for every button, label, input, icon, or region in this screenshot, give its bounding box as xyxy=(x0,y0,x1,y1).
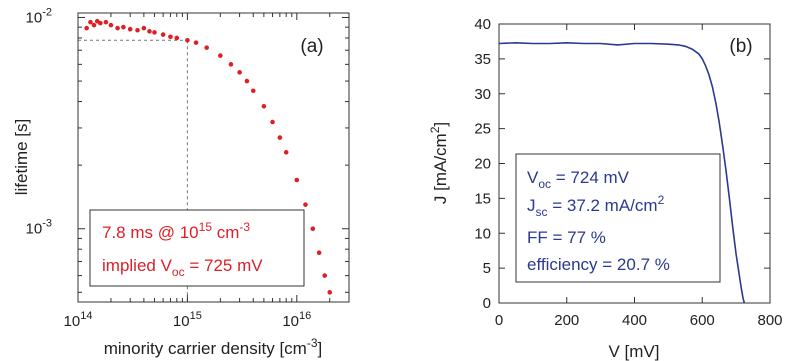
y-tick-label-b: 35 xyxy=(474,51,491,68)
x-axis-label-b: V [mV] xyxy=(608,342,659,361)
data-point-a xyxy=(141,25,147,31)
data-point-a xyxy=(270,119,275,125)
y-tick-exp-a: -3 xyxy=(42,218,52,230)
plot-area-b xyxy=(498,41,746,304)
annotation-box-b: Voc = 724 mV Jsc = 37.2 mA/cm2 FF = 77 %… xyxy=(515,153,721,283)
x-tick-base-a: 10 xyxy=(64,313,81,330)
annotation-b-line4: efficiency = 20.7 % xyxy=(527,255,670,274)
data-point-a xyxy=(160,32,166,37)
x-tick-exp-a: 16 xyxy=(299,310,311,322)
data-point-a xyxy=(174,35,180,41)
y-tick-label-a: 10-2 xyxy=(26,6,52,26)
y-tick-base-a: 10 xyxy=(26,9,43,26)
data-point-a xyxy=(303,202,308,207)
annotation-a-line1: 7.8 ms @ 1015 cm-3 xyxy=(102,220,250,242)
x-tick-base-a: 10 xyxy=(173,313,190,330)
y-tick-label-b: 20 xyxy=(474,156,491,173)
x-tick-label-a: 1016 xyxy=(282,310,311,330)
y-ticks-b: 0 5 10 15 20 25 30 35 40 xyxy=(474,16,770,312)
data-point-a xyxy=(91,22,97,28)
data-point-a xyxy=(135,27,140,33)
x-axis-label-a: minority carrier density [cm-3] xyxy=(104,336,323,358)
data-point-a xyxy=(294,177,300,183)
annotation-box-a: 7.8 ms @ 1015 cm-3 implied Voc = 725 mV xyxy=(89,209,305,287)
data-point-a xyxy=(250,88,256,94)
annotation-a-line2: implied Voc = 725 mV xyxy=(102,256,263,279)
annotation-b-line2: Jsc = 37.2 mA/cm2 xyxy=(527,193,665,219)
x-tick-base-a: 10 xyxy=(282,313,299,330)
data-point-a xyxy=(84,25,89,31)
data-point-a xyxy=(127,26,133,32)
y-tick-label-b: 40 xyxy=(474,16,491,33)
data-point-a xyxy=(103,19,109,25)
x-tick-label-b: 0 xyxy=(495,312,503,329)
x-tick-label-b: 600 xyxy=(690,312,715,329)
x-tick-exp-a: 14 xyxy=(80,310,92,322)
x-tick-label-b: 800 xyxy=(757,312,782,329)
y-axis-label-b: J [mA/cm2] xyxy=(428,122,450,204)
data-point-a xyxy=(228,62,234,67)
panel-label-a: (a) xyxy=(300,36,323,57)
data-point-a xyxy=(152,30,157,35)
annotation-frame-a xyxy=(89,209,305,287)
data-point-a xyxy=(316,250,322,256)
y-tick-base-a: 10 xyxy=(26,221,43,238)
x-ticks-b: 0 200 400 600 800 xyxy=(495,24,783,329)
y-tick-label-b: 10 xyxy=(474,225,491,242)
jv-curve-b xyxy=(498,41,746,304)
x-tick-label-a: 1014 xyxy=(64,310,93,330)
plot-area-a xyxy=(78,18,333,302)
data-point-a xyxy=(108,22,114,28)
y-axis-label-a: lifetime [s] xyxy=(12,119,31,196)
x-tick-label-a: 1015 xyxy=(173,310,202,330)
y-tick-label-b: 25 xyxy=(474,121,491,138)
data-point-a xyxy=(283,150,289,155)
axes-frame-a xyxy=(77,12,350,303)
data-point-a xyxy=(244,78,250,84)
data-point-a xyxy=(277,135,283,140)
x-tick-label-b: 400 xyxy=(622,312,647,329)
x-ticks-a: 1014 1015 1016 xyxy=(64,13,350,330)
data-point-a xyxy=(310,226,316,232)
data-point-a xyxy=(218,53,223,58)
data-point-a xyxy=(168,34,173,40)
y-tick-label-b: 0 xyxy=(483,295,491,312)
annotation-b-line1: Voc = 724 mV xyxy=(527,168,630,191)
data-point-a xyxy=(88,19,93,25)
y-tick-label-a: 10-3 xyxy=(26,218,52,238)
y-tick-label-b: 30 xyxy=(474,86,491,103)
data-point-a xyxy=(261,103,267,109)
y-ticks-a: 10-210-3 xyxy=(26,6,349,293)
data-point-a xyxy=(147,29,152,34)
data-point-a xyxy=(237,70,242,75)
panel-label-b: (b) xyxy=(729,36,752,57)
data-point-a xyxy=(185,37,190,43)
data-point-a xyxy=(204,45,209,50)
data-point-a xyxy=(121,24,126,30)
data-point-a xyxy=(115,25,120,31)
x-tick-exp-a: 15 xyxy=(190,310,202,322)
panel-a: 1014 1015 1016 10-210-3 (a) minority carri… xyxy=(12,6,350,358)
data-point-a xyxy=(193,40,199,45)
data-point-a xyxy=(327,290,333,295)
panel-b: 0 200 400 600 800 0 5 10 15 20 25 30 35 40 (b) V [mV… xyxy=(428,16,783,361)
data-point-a xyxy=(322,273,328,278)
data-point-a xyxy=(98,20,103,26)
annotation-frame-b xyxy=(515,153,721,283)
annotation-b-line3: FF = 77 % xyxy=(527,228,606,247)
y-tick-label-b: 15 xyxy=(474,190,491,207)
y-tick-exp-a: -2 xyxy=(42,6,52,18)
y-tick-label-b: 5 xyxy=(483,260,491,277)
x-tick-label-b: 200 xyxy=(554,312,579,329)
